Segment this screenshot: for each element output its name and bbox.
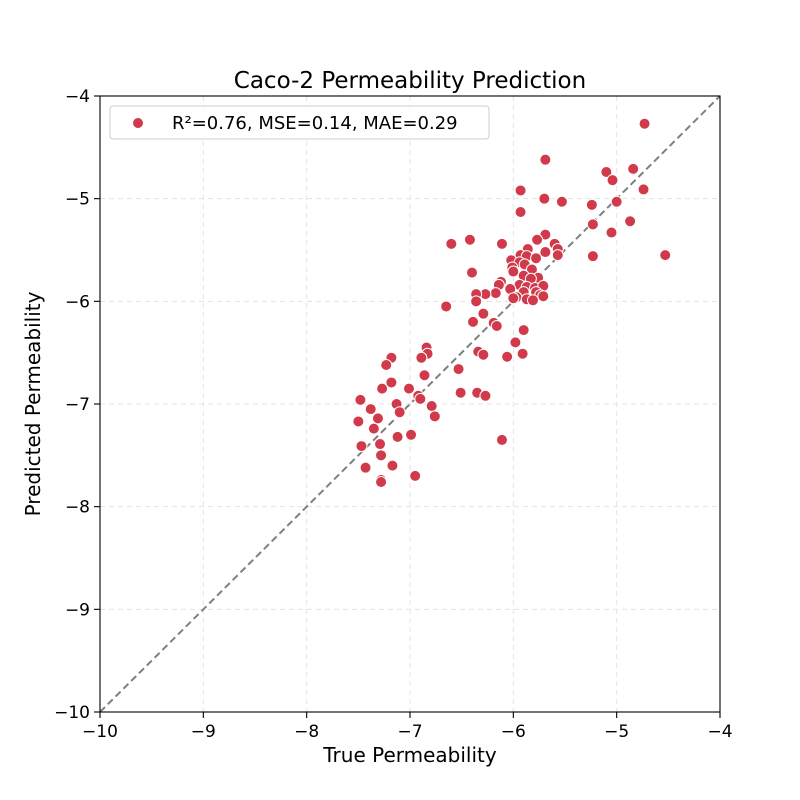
data-point [440,300,453,313]
data-point [477,307,490,320]
y-tick-label: −6 [65,292,90,312]
data-point [376,382,389,395]
data-point [467,315,480,328]
x-tick-label: −9 [191,722,216,742]
data-point [415,351,428,364]
data-point [466,266,478,279]
data-point [477,348,490,361]
data-point [418,369,431,382]
data-point [359,461,372,474]
y-tick-label: −8 [65,498,90,518]
data-point [409,469,422,482]
legend-box [109,105,490,140]
y-tick-label: −4 [65,87,90,107]
axis-ticks [94,95,721,718]
y-axis-label: Predicted Permeability [21,291,45,516]
chart-title: Caco-2 Permeability Prediction [234,68,586,94]
data-point [445,237,458,250]
data-point [367,422,380,435]
data-point [454,386,467,399]
data-point [637,183,650,196]
data-point [606,174,619,187]
data-point [385,376,398,389]
x-tick-label: −7 [397,722,422,742]
legend-marker [132,117,144,129]
data-point [514,184,527,197]
data-point [605,226,618,239]
x-tick-label: −5 [604,722,629,742]
data-point [452,363,465,376]
data-point [470,295,483,308]
data-point [526,294,539,307]
data-point [355,440,368,453]
data-point [391,430,404,443]
data-point [428,410,441,423]
data-point [530,252,543,265]
data-point [371,412,384,425]
data-point [551,249,564,262]
data-point [514,206,527,219]
data-point [509,336,522,349]
data-point [375,476,388,489]
x-axis-label: True Permeability [322,743,497,767]
data-point [425,400,438,413]
data-point [531,233,544,246]
x-tick-label: −10 [82,722,118,742]
legend-label: R²=0.76, MSE=0.14, MAE=0.29 [172,113,458,134]
data-point [586,218,599,231]
x-tick-label: −6 [501,722,526,742]
data-point [539,246,552,259]
axis-tick-labels: −10 −9 −8 −7 −6 −5 −4 −10 −9 −8 −7 −6 −5 −4 [54,87,732,742]
data-point [539,153,552,166]
y-tick-label: −9 [65,600,90,620]
y-tick-label: −7 [65,395,90,415]
data-point [364,403,377,416]
data-point [638,117,651,130]
data-point [600,165,613,178]
data-point [393,406,406,419]
data-point [402,382,415,395]
x-tick-label: −4 [707,722,732,742]
data-point [516,347,529,360]
data-point [490,319,503,332]
data-point [537,290,550,303]
data-point [627,162,640,175]
data-point [375,449,388,462]
data-point [414,392,427,405]
data-point [538,192,551,205]
data-point [489,287,502,300]
data-point [585,198,598,211]
data-point [495,433,508,446]
y-tick-label: −10 [54,703,90,723]
data-point [354,393,367,406]
y-tick-label: −5 [65,190,90,210]
data-point [386,459,399,472]
data-point [555,195,568,208]
data-point [610,195,623,208]
data-point [659,249,672,262]
data-point [495,237,508,250]
data-point [352,415,365,428]
data-point [507,292,520,305]
data-points [352,117,672,489]
data-point [479,389,492,402]
data-point [586,250,599,263]
data-point [501,350,514,363]
x-tick-label: −8 [294,722,319,742]
legend: R²=0.76, MSE=0.14, MAE=0.29 [109,105,490,140]
data-point [517,324,530,337]
data-point [624,215,637,228]
data-point [405,428,418,441]
data-point [374,438,387,451]
data-point [380,358,393,371]
data-point [507,265,520,278]
data-point [463,233,476,246]
